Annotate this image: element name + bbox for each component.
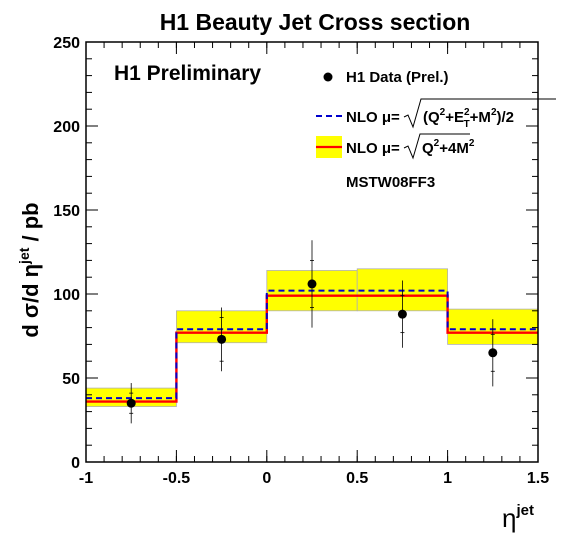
data-point: [126, 398, 136, 408]
nlo2-f-a: Q: [422, 140, 434, 157]
legend-nlo1-formula: (Q2+E2 T+M2)/2: [423, 107, 514, 130]
x-tick-label: -0.5: [163, 470, 191, 487]
y-label-prefix: d σ/d η: [18, 264, 43, 338]
x-tick-label: 0: [262, 470, 271, 487]
nlo1-f-sup2: 2: [464, 107, 470, 118]
nlo2-f-b: +4M: [439, 140, 469, 157]
y-tick-label: 100: [53, 287, 80, 304]
nlo1-f-sup3: 2: [491, 107, 497, 118]
nlo1-f-sub2: T: [464, 119, 470, 130]
x-tick-label: 1: [443, 470, 452, 487]
sqrt-sign-1: [403, 98, 556, 129]
chart-title: H1 Beauty Jet Cross section: [160, 9, 471, 35]
x-label-sup: jet: [515, 502, 534, 519]
y-tick-label: 250: [53, 35, 80, 52]
nlo1-f-c: +M: [470, 109, 491, 126]
y-tick-label: 0: [71, 455, 80, 472]
legend-nlo2-formula: Q2+4M2: [422, 138, 475, 157]
sqrt-sign-2: [403, 133, 470, 160]
data-points: [126, 240, 498, 424]
nlo1-f-sup1: 2: [440, 107, 446, 118]
data-point: [217, 334, 227, 344]
legend-nlo1-label: NLO μ=: [346, 109, 400, 126]
legend-data-marker: [323, 72, 333, 82]
x-tick-label: -1: [79, 470, 93, 487]
preliminary-label: H1 Preliminary: [114, 62, 261, 85]
pdf-label: MSTW08FF3: [346, 174, 435, 191]
nlo1-f-a: (Q: [423, 109, 440, 126]
y-tick-label: 150: [53, 203, 80, 220]
nlo-blue-dashed-histogram: [86, 289, 538, 400]
x-axis-label: ηjet: [502, 502, 534, 533]
data-point: [397, 309, 407, 319]
plot-frame: [85, 41, 539, 463]
nlo1-f-b: +E: [445, 109, 464, 126]
x-tick-label: 0.5: [346, 470, 368, 487]
y-label-sup: jet: [16, 247, 32, 265]
nlo1-f-d: )/2: [497, 109, 515, 126]
y-tick-label: 50: [62, 371, 80, 388]
data-point: [488, 348, 498, 358]
legend: H1 Data (Prel.) NLO μ= (Q2+E2 T+M2)/2 NLO…: [316, 69, 556, 191]
legend-data-label: H1 Data (Prel.): [346, 69, 449, 86]
x-tick-label: 1.5: [527, 470, 549, 487]
data-point: [307, 279, 317, 289]
legend-nlo2-label: NLO μ=: [346, 140, 400, 157]
y-tick-label: 200: [53, 119, 80, 136]
x-label-symbol: η: [502, 503, 516, 533]
y-axis-label: d σ/d ηjet / pb: [16, 202, 43, 337]
nlo2-f-sup1: 2: [434, 138, 440, 149]
nlo2-f-sup2: 2: [469, 138, 475, 149]
axis-ticks: -1 -0.5 0 0.5 1 1.5 0 50 100 150 200 250: [53, 35, 549, 487]
y-label-suffix: / pb: [18, 202, 43, 247]
legend-nlo1-prefix: NLO μ=: [346, 109, 400, 126]
theory-curves: [86, 289, 538, 403]
legend-nlo2-prefix: NLO μ=: [346, 140, 400, 157]
